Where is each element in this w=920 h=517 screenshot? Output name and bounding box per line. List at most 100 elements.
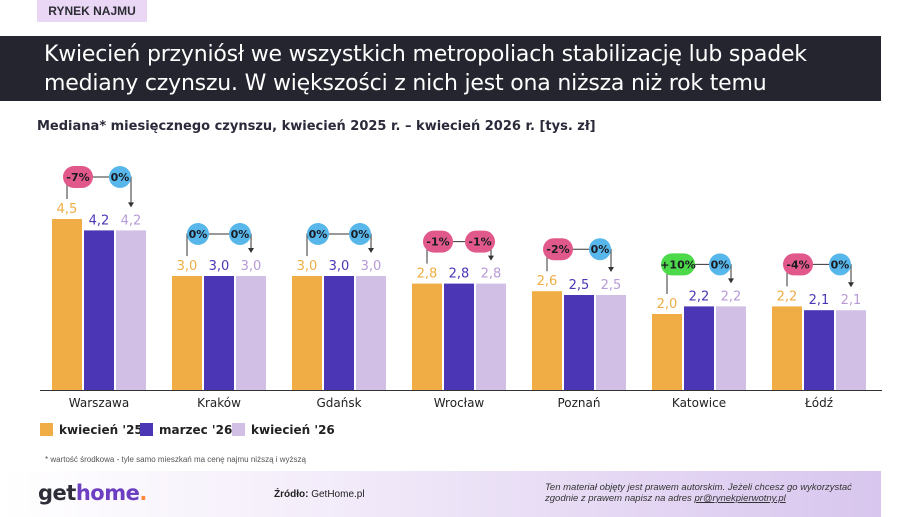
change-label: +10%: [660, 258, 696, 271]
bar-wroclaw-kwiecien-25: [412, 283, 442, 390]
change-badge-mom: [709, 253, 731, 276]
headline: Kwiecień przyniósł we wszystkich metropo…: [44, 42, 807, 96]
data-label: 2,0: [657, 297, 678, 312]
bar-gdansk-marzec-26: [324, 276, 354, 390]
data-label: 3,0: [329, 259, 350, 274]
change-label: -4%: [786, 258, 809, 271]
chart-title: Mediana* miesięcznego czynszu, kwiecień …: [37, 119, 596, 134]
x-tick-label: Gdańsk: [316, 396, 361, 410]
data-label: 2,1: [809, 293, 830, 308]
section-tag: RYNEK NAJMU: [37, 0, 147, 22]
change-arrow: [848, 282, 854, 288]
data-label: 3,0: [209, 259, 230, 274]
data-label: 3,0: [361, 259, 382, 274]
data-label: 2,6: [537, 274, 558, 289]
footnote: * wartość środkowa - tyle samo mieszkań …: [45, 455, 306, 464]
change-label: -2%: [546, 243, 569, 256]
change-label: 0%: [351, 228, 370, 241]
gethome-logo[interactable]: gethome.: [38, 481, 147, 505]
bar-warszawa-marzec-26: [84, 230, 114, 390]
copyright-note: Ten materiał objęty jest prawem autorski…: [545, 482, 852, 504]
change-bracket: [186, 233, 252, 256]
change-badge-mom: [589, 238, 611, 261]
change-arrow: [728, 278, 734, 284]
change-label: 0%: [111, 171, 130, 184]
change-label: 0%: [189, 228, 208, 241]
change-badge-mom: [465, 230, 495, 253]
change-badge-yoy: [307, 223, 329, 245]
legend-swatch: [232, 423, 245, 436]
change-badge-mom: [229, 223, 251, 245]
change-bracket: [306, 233, 372, 256]
data-label: 4,5: [57, 202, 78, 217]
data-label: 3,0: [177, 259, 198, 274]
change-badge-yoy: [63, 166, 93, 188]
data-label: 2,1: [841, 293, 862, 308]
x-tick-label: Warszawa: [69, 396, 129, 410]
legend-swatch: [140, 423, 153, 436]
change-badge-yoy: [187, 223, 209, 245]
bar-warszawa-kwiecien-26: [116, 230, 146, 390]
headline-banner: Kwiecień przyniósł we wszystkich metropo…: [0, 36, 881, 101]
bar-poznan-kwiecien-26: [596, 295, 626, 390]
pr-email-link[interactable]: pr@rynekpierwotny.pl: [694, 493, 786, 504]
change-badge-yoy: [783, 253, 813, 276]
data-label: 2,2: [721, 289, 742, 304]
bar-chart: 4,5 4,2 4,2 Warszawa -7% 0% 3,0 3,0 3,0 Kraków 0% 0…: [40, 166, 882, 437]
data-label: 2,8: [417, 267, 438, 282]
x-tick-label: Kraków: [197, 396, 241, 410]
change-badge-mom: [109, 166, 131, 188]
change-bracket: [786, 263, 852, 287]
bar-wroclaw-marzec-26: [444, 283, 474, 390]
bar-gdansk-kwiecien-25: [292, 276, 322, 390]
change-arrow: [368, 248, 374, 253]
bar-lodz-kwiecien-26: [836, 310, 866, 390]
change-badge-yoy: [661, 253, 695, 276]
x-tick-label: Poznań: [557, 396, 600, 410]
data-label: 2,2: [689, 289, 710, 304]
x-tick-label: Katowice: [672, 396, 726, 410]
bar-katowice-kwiecien-26: [716, 306, 746, 390]
change-label: 0%: [831, 258, 850, 271]
legend-label: kwiecień '26: [251, 423, 335, 437]
x-tick-label: Wrocław: [434, 396, 485, 410]
change-badge-yoy: [423, 230, 453, 253]
change-arrow: [248, 248, 254, 253]
bar-wroclaw-kwiecien-26: [476, 283, 506, 390]
change-label: -1%: [468, 236, 491, 249]
change-label: 0%: [591, 243, 610, 256]
bar-katowice-kwiecien-25: [652, 314, 682, 390]
change-bracket: [66, 176, 132, 205]
bar-krakow-marzec-26: [204, 276, 234, 390]
data-label: 4,2: [121, 213, 142, 228]
legend-label: marzec '26: [159, 423, 232, 437]
change-badge-yoy: [543, 238, 573, 261]
change-badge-mom: [349, 223, 371, 245]
change-label: -1%: [426, 236, 449, 249]
change-badge-mom: [829, 253, 851, 276]
x-tick-label: Łódź: [804, 396, 833, 410]
legend-swatch: [40, 423, 53, 436]
legend-label: kwiecień '25: [59, 423, 143, 437]
data-label: 2,8: [449, 267, 470, 282]
change-arrow: [608, 267, 614, 272]
data-label: 2,2: [777, 289, 798, 304]
bar-krakow-kwiecien-26: [236, 276, 266, 390]
data-label: 3,0: [241, 259, 262, 274]
change-label: 0%: [309, 228, 328, 241]
bar-poznan-kwiecien-25: [532, 291, 562, 390]
change-bracket: [546, 248, 612, 272]
footer: gethome. Źródło: GetHome.pl Ten materiał…: [0, 471, 881, 517]
bar-warszawa-kwiecien-25: [52, 219, 82, 390]
change-bracket: [666, 263, 732, 294]
data-label: 4,2: [89, 213, 110, 228]
bar-gdansk-kwiecien-26: [356, 276, 386, 390]
change-label: -7%: [66, 171, 89, 184]
data-label: 3,0: [297, 259, 318, 274]
source: Źródło: GetHome.pl: [274, 489, 365, 500]
bar-poznan-marzec-26: [564, 295, 594, 390]
data-label: 2,5: [569, 278, 590, 293]
change-label: 0%: [711, 258, 730, 271]
change-label: 0%: [231, 228, 250, 241]
bar-katowice-marzec-26: [684, 306, 714, 390]
